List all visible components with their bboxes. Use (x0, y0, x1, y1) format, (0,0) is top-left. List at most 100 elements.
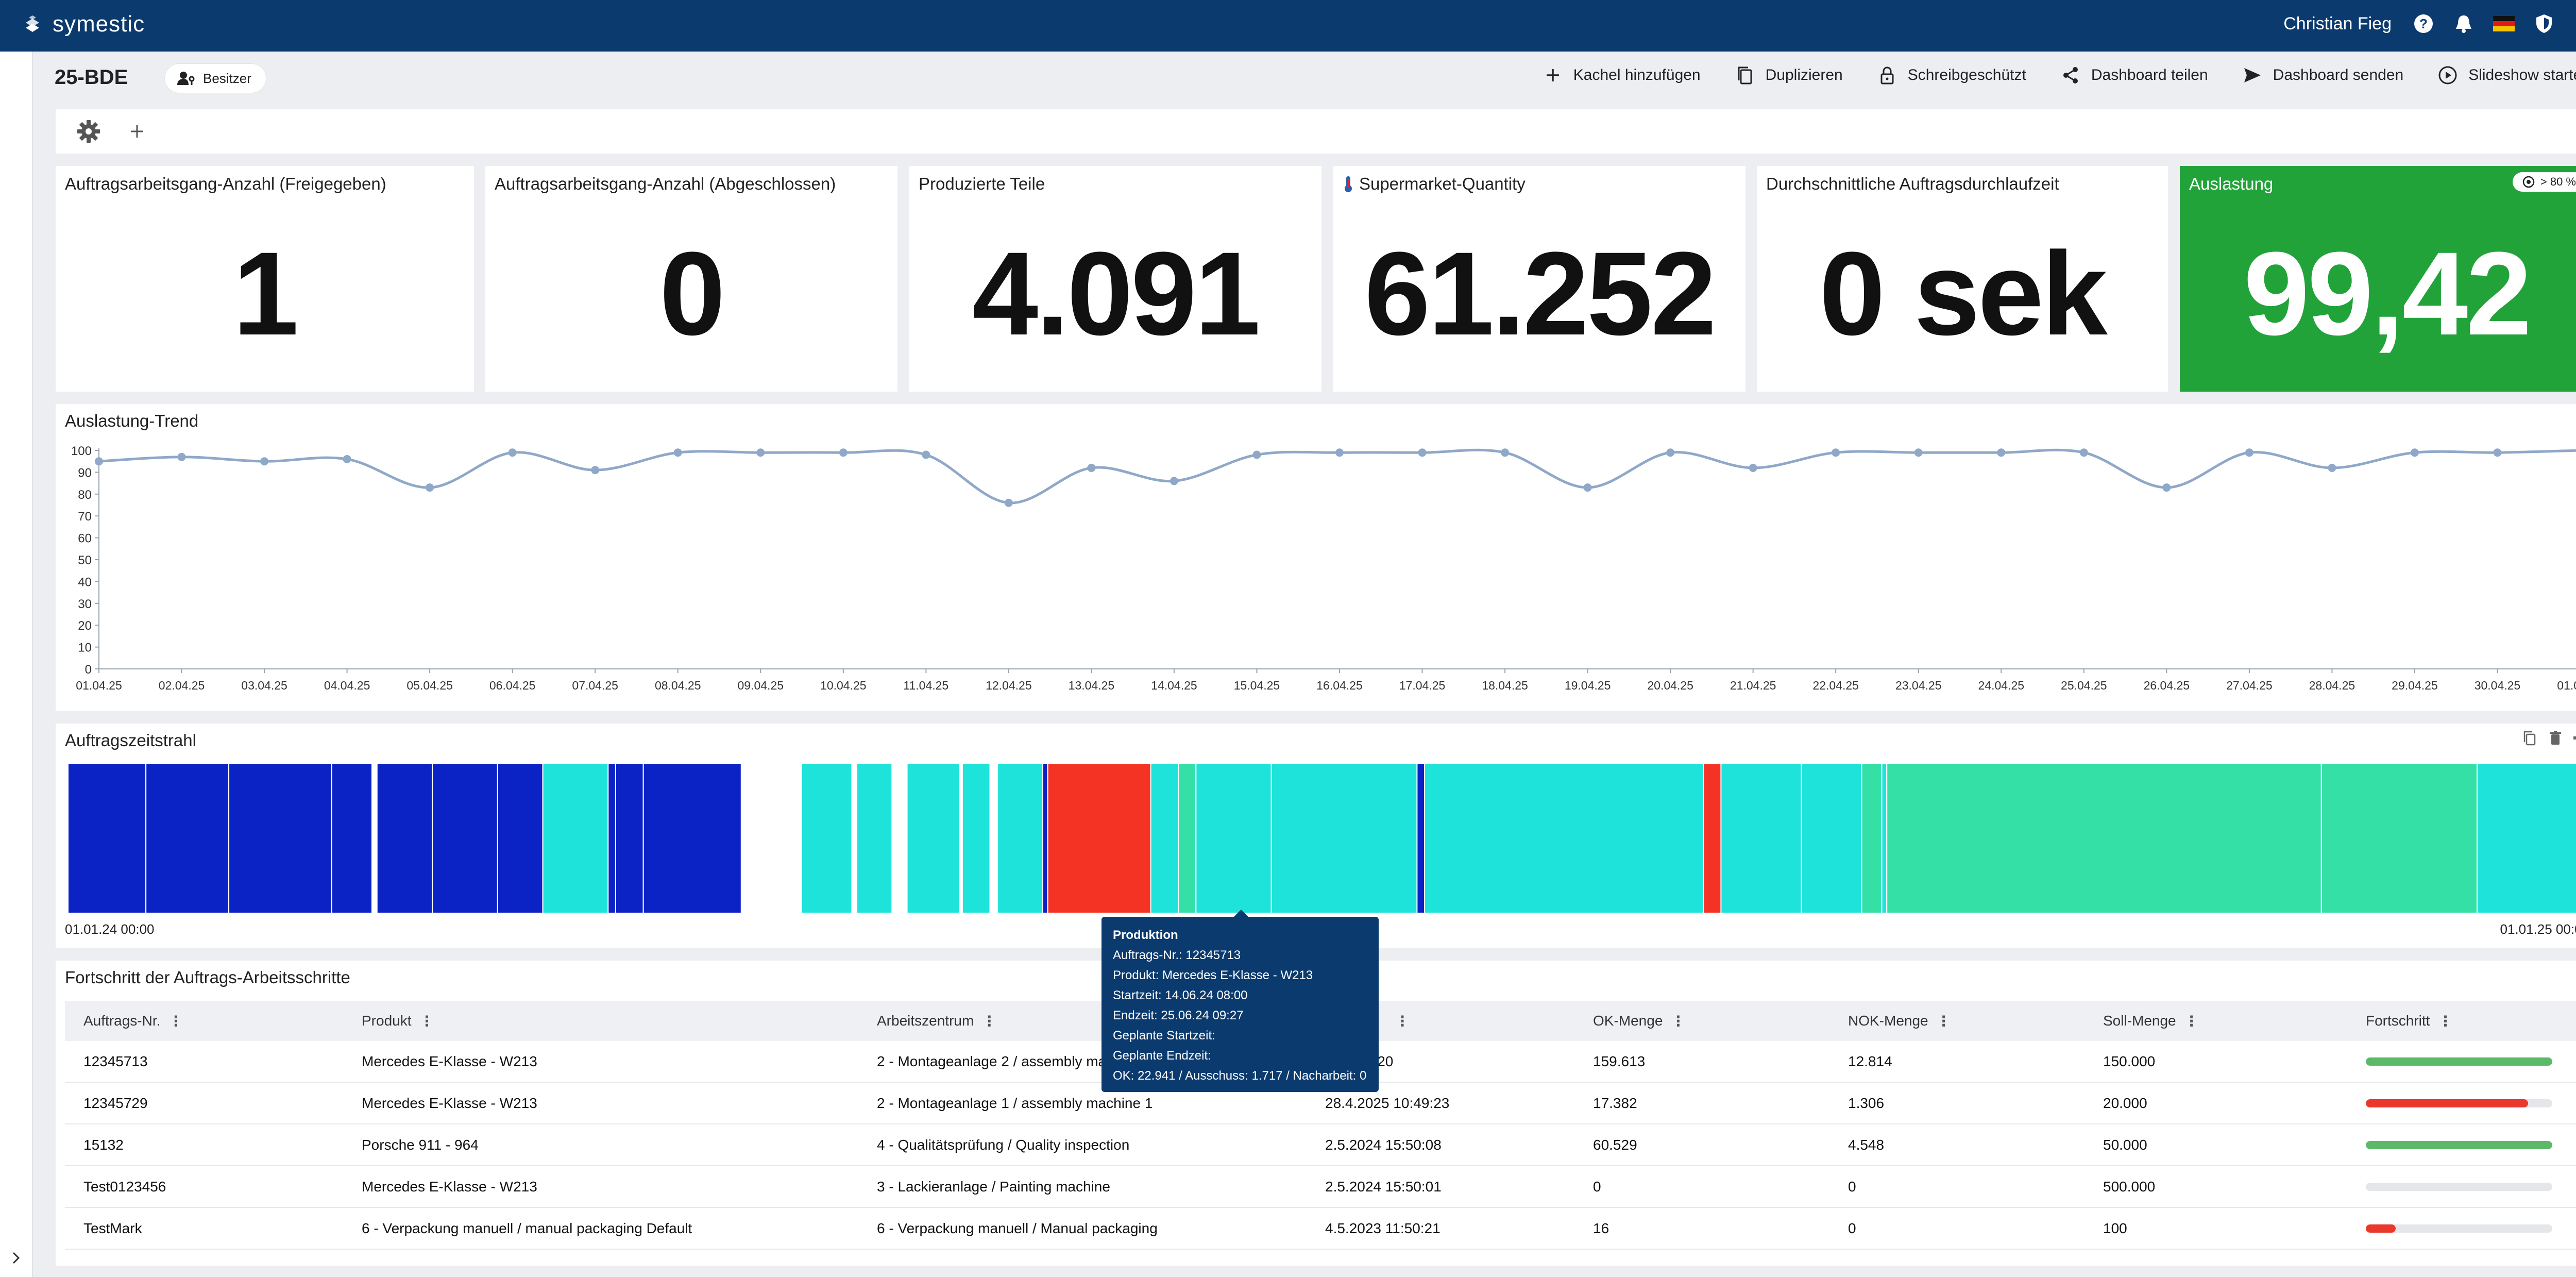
column-menu-icon[interactable]: ⋮ (1936, 1013, 1951, 1029)
shield-icon[interactable] (2533, 12, 2555, 35)
timeline-segment[interactable] (1703, 764, 1722, 913)
table-row[interactable]: 12345729 Mercedes E-Klasse - W213 2 - Mont… (65, 1083, 2576, 1124)
timeline-segment[interactable] (856, 764, 893, 913)
user-name[interactable]: Christian Fieg (2283, 13, 2392, 33)
column-header-product[interactable]: Produkt ⋮ (362, 1013, 434, 1029)
column-header-progress[interactable]: Fortschritt ⋮ (2366, 1013, 2453, 1029)
timeline-segment[interactable] (1042, 764, 1048, 913)
share-dashboard-button[interactable]: Dashboard teilen (2060, 65, 2208, 86)
data-point (1087, 463, 1096, 472)
column-menu-icon[interactable]: ⋮ (1395, 1013, 1410, 1029)
gear-icon[interactable] (2573, 730, 2576, 746)
timeline-segment[interactable] (801, 764, 853, 913)
bell-icon[interactable] (2452, 12, 2475, 35)
send-dashboard-button[interactable]: Dashboard senden (2242, 65, 2404, 86)
timeline-segment[interactable] (1424, 764, 1704, 913)
start-slideshow-button[interactable]: Slideshow starten (2437, 65, 2576, 86)
kpi-tile-produced-parts[interactable]: Produzierte Teile 4.091 (909, 166, 1321, 392)
user-bar: Christian Fieg ? (2283, 12, 2576, 35)
timeline-segment[interactable] (607, 764, 616, 913)
expand-sidebar-chevron-icon[interactable] (8, 1250, 24, 1266)
data-point (1914, 448, 1923, 457)
duplicate-button[interactable]: Duplizieren (1735, 65, 1843, 86)
kpi-tile-avg-lead-time[interactable]: Durchschnittliche Auftragsdurchlaufzeit … (1757, 166, 2168, 392)
timeline-segment[interactable] (997, 764, 1043, 913)
column-menu-icon[interactable]: ⋮ (168, 1013, 183, 1029)
kpi-tile-released-operations[interactable]: Auftragsarbeitsgang-Anzahl (Freigegeben)… (56, 166, 474, 392)
timeline-segment[interactable] (497, 764, 544, 913)
add-tile-button[interactable]: Kachel hinzufügen (1543, 65, 1701, 86)
power-icon[interactable] (2573, 12, 2576, 35)
threshold-badge[interactable]: > 80 % (2512, 172, 2576, 192)
table-row[interactable]: 15132 Porsche 911 - 964 4 - Qualitätsprüfu… (65, 1124, 2576, 1166)
column-menu-icon[interactable]: ⋮ (1671, 1013, 1686, 1029)
timeline-segment[interactable] (1150, 764, 1179, 913)
table-row[interactable]: Test0123456 Mercedes E-Klasse - W213 3 - L… (65, 1166, 2576, 1208)
utilization-trend-panel[interactable]: Auslastung-Trend 0 10 20 30 40 50 60 70 80 90 100 0… (56, 404, 2576, 711)
help-icon[interactable]: ? (2412, 12, 2435, 35)
kpi-tile-supermarket-quantity[interactable]: Supermarket-Quantity 61.252 (1333, 166, 1745, 392)
play-circle-icon (2438, 66, 2457, 85)
brand[interactable]: symestic (21, 11, 145, 37)
timeline-chart[interactable] (68, 764, 2576, 913)
target-qty-cell: 500.000 (2103, 1178, 2156, 1195)
data-point (2410, 448, 2419, 457)
column-menu-icon[interactable]: ⋮ (2438, 1013, 2453, 1029)
column-menu-icon[interactable]: ⋮ (419, 1013, 434, 1029)
timeline-segment[interactable] (961, 764, 991, 913)
timeline-segment[interactable] (1720, 764, 1802, 913)
read-only-button[interactable]: Schreibgeschützt (1877, 65, 2026, 86)
work-center-cell: 2 - Montageanlage 2 / assembly ma (877, 1053, 1107, 1069)
timeline-segment[interactable] (1861, 764, 1883, 913)
timeline-segment[interactable] (68, 764, 147, 913)
timeline-segment[interactable] (376, 764, 433, 913)
trash-icon[interactable] (2547, 730, 2564, 746)
timeline-segment[interactable] (906, 764, 960, 913)
column-header-order-no[interactable]: Auftrags-Nr. ⋮ (83, 1013, 183, 1029)
language-flag-de-icon[interactable] (2493, 12, 2515, 35)
column-menu-icon[interactable]: ⋮ (2184, 1013, 2199, 1029)
data-point (1583, 483, 1592, 492)
timeline-segment[interactable] (145, 764, 230, 913)
copy-icon[interactable] (2521, 730, 2538, 746)
kpi-tile-completed-operations[interactable]: Auftragsarbeitsgang-Anzahl (Abgeschlosse… (485, 166, 897, 392)
send-dashboard-label: Dashboard senden (2273, 66, 2404, 83)
column-menu-icon[interactable]: ⋮ (982, 1013, 997, 1029)
timeline-segment[interactable] (1886, 764, 2322, 913)
table-row[interactable]: TestMark 6 - Verpackung manuell / manual … (65, 1208, 2576, 1250)
timeline-segment[interactable] (1195, 764, 1272, 913)
timeline-segment[interactable] (642, 764, 742, 913)
y-tick-label: 100 (71, 444, 92, 458)
symestic-logo-icon (26, 15, 39, 32)
timeline-segment[interactable] (615, 764, 644, 913)
x-tick-label: 13.04.25 (1069, 679, 1115, 692)
timeline-segment[interactable] (1881, 764, 1888, 913)
column-header-ok-qty[interactable]: OK-Menge ⋮ (1593, 1013, 1686, 1029)
progress-bar-fill (2366, 1140, 2552, 1149)
data-point (591, 466, 600, 475)
table-row[interactable]: 12345713 Mercedes E-Klasse - W213 2 - Mont… (65, 1041, 2576, 1083)
kpi-tile-utilization[interactable]: Auslastung > 80 % 99,42 % (2180, 166, 2576, 392)
timeline-segment[interactable] (228, 764, 332, 913)
timeline-segment[interactable] (1178, 764, 1197, 913)
progress-bar (2366, 1182, 2552, 1191)
data-point (1252, 450, 1261, 459)
column-header-time[interactable]: ⋮ (1307, 1013, 1574, 1030)
column-header-work-center[interactable]: Arbeitszentrum ⋮ (877, 1013, 997, 1029)
order-no-cell: 12345713 (83, 1053, 148, 1069)
timeline-segment[interactable] (2320, 764, 2478, 913)
timeline-segment[interactable] (1801, 764, 1862, 913)
timeline-segment[interactable] (1270, 764, 1418, 913)
order-timeline-panel[interactable]: Auftragszeitstrahl 01.01.24 00:00 01.01.… (56, 724, 2576, 948)
timeline-segment[interactable] (331, 764, 372, 913)
timeline-segment[interactable] (432, 764, 498, 913)
y-tick-label: 30 (78, 597, 92, 611)
timeline-segment[interactable] (1047, 764, 1151, 913)
timeline-segment[interactable] (542, 764, 609, 913)
add-tab-plus-icon[interactable] (125, 119, 149, 144)
column-header-nok-qty[interactable]: NOK-Menge ⋮ (1848, 1013, 1951, 1029)
settings-gear-icon[interactable] (76, 119, 101, 144)
column-header-target-qty[interactable]: Soll-Menge ⋮ (2103, 1013, 2199, 1029)
timeline-segment[interactable] (2477, 764, 2576, 913)
timeline-segment[interactable] (1416, 764, 1426, 913)
